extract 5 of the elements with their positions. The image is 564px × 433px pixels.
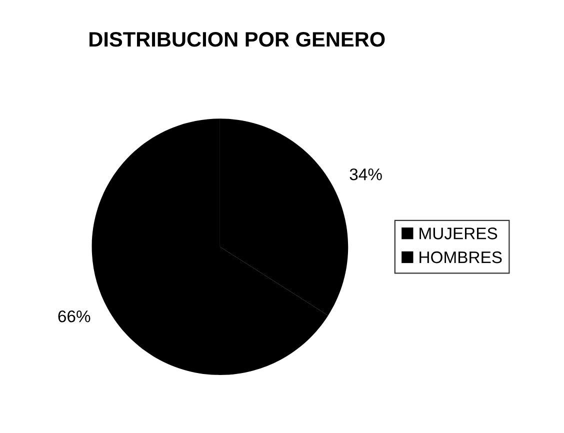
- legend-label: HOMBRES: [420, 251, 502, 264]
- data-label: 66%: [58, 310, 90, 322]
- chart-title: DISTRIBUCION POR GENERO: [90, 32, 385, 47]
- data-label: 34%: [350, 168, 382, 180]
- legend-label: MUJERES: [420, 228, 498, 240]
